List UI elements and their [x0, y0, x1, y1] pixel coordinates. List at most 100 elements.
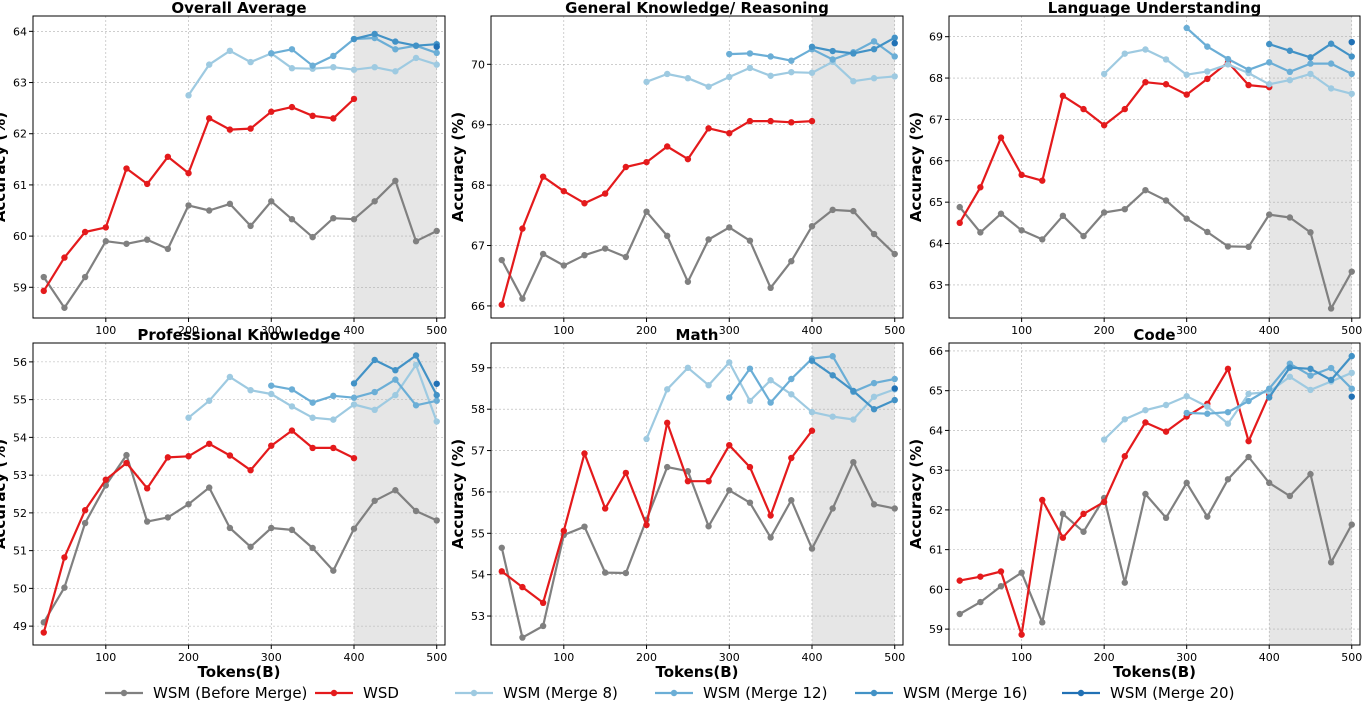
panel-code-series-wsm-before-merge-point [956, 610, 963, 618]
panel-general-knowledge-reasoning-ytick-label: 69 [471, 119, 485, 132]
panel-language-understanding-ytick-label: 67 [929, 113, 943, 126]
panel-professional-knowledge-ylabel: Accuracy (%) [0, 439, 9, 549]
panel-professional-knowledge-series-wsm-merge-8-point [288, 403, 296, 410]
panel-professional-knowledge-series-wsm-merge-12-point [392, 376, 399, 383]
panel-overall-average-xtick-label: 300 [261, 324, 282, 337]
panel-general-knowledge-reasoning-series-wsm-merge-8-point [870, 75, 878, 82]
panel-overall-average-series-wsm-merge-8-point [226, 47, 234, 55]
panel-math-frame [490, 342, 904, 646]
panel-math-series-wsm-before-merge-line [500, 461, 895, 639]
panel-general-knowledge-reasoning-series-wsm-merge-8-point [746, 64, 754, 72]
panel-overall-average-frame [32, 15, 446, 319]
panel-language-understanding-series-wsd-point [1080, 105, 1087, 113]
panel-language-understanding-series-wsm-before-merge-point [1059, 212, 1067, 220]
panel-language-understanding-series-wsm-before-merge-point [1307, 229, 1314, 236]
panel-general-knowledge-reasoning-series-wsm-before-merge-point [519, 295, 526, 302]
panel-math-title: Math [676, 326, 719, 344]
panel-overall-average-xtick-label: 500 [426, 324, 447, 337]
panel-overall-average-series-wsm-before-merge-point [350, 216, 358, 223]
panel-code-series-wsm-merge-8-point [1224, 420, 1232, 427]
panel-math-series-wsd-point [788, 454, 795, 462]
panel-general-knowledge-reasoning-series-wsm-before-merge-point [808, 222, 816, 230]
panel-code-series-wsm-merge-8-point [1245, 390, 1252, 398]
panel-math-series-wsd-point [684, 477, 692, 485]
panel-math-series-wsm-before-merge-point [705, 523, 712, 530]
panel-overall-average-series-wsm-merge-8-point [206, 61, 213, 68]
panel-general-knowledge-reasoning-series-wsm-merge-8-point [684, 75, 692, 82]
panel-professional-knowledge-ytick-label: 52 [13, 507, 27, 520]
panel-general-knowledge-reasoning-series-wsm-merge-12-point [870, 38, 878, 45]
panel-general-knowledge-reasoning-xtick-label: 400 [801, 324, 822, 337]
panel-overall-average-series-wsm-merge-12-point [309, 62, 316, 69]
panel-general-knowledge-reasoning-shaded-region [811, 16, 895, 318]
panel-language-understanding-xtick-label: 100 [1011, 324, 1032, 337]
panel-general-knowledge-reasoning-series-wsm-before-merge-point [850, 207, 857, 215]
panel-general-knowledge-reasoning-series-wsd-point [539, 173, 547, 180]
panel-math-series-wsm-before-merge-point [726, 487, 733, 494]
panel-general-knowledge-reasoning-series-wsm-merge-12-point [891, 53, 898, 60]
panel-language-understanding-series-wsd-point [1245, 81, 1252, 89]
panel-general-knowledge-reasoning-title: General Knowledge/ Reasoning [565, 0, 829, 17]
panel-overall-average-series-wsm-merge-8-point [185, 92, 192, 99]
panel-math-series-wsm-merge-8-point [767, 377, 774, 384]
panel-overall-average-series-wsd-point [40, 287, 47, 295]
panel-overall-average-series-wsm-before-merge-point [268, 198, 275, 205]
panel-general-knowledge-reasoning-series-wsd-point [560, 187, 568, 195]
panel-math-series-wsm-merge-16-point [850, 387, 857, 395]
panel-general-knowledge-reasoning-series-wsm-before-merge-point [643, 208, 650, 215]
panel-general-knowledge-reasoning-ytick-label: 67 [471, 240, 485, 253]
panel-math-series-wsm-merge-16-point [829, 372, 836, 379]
panel-general-knowledge-reasoning-series-wsd-point [767, 117, 774, 125]
panel-language-understanding-frame [948, 15, 1361, 319]
panel-math-series-wsm-merge-12-point [746, 365, 754, 372]
panel-language-understanding-series-wsm-before-merge-point [1286, 214, 1294, 221]
panel-general-knowledge-reasoning-series-wsm-merge-8-point [891, 73, 898, 80]
legend: WSM (Before Merge) WSD WSM (Merge 8) WSM (M… [105, 684, 1234, 702]
panel-general-knowledge-reasoning-series-wsm-merge-12-point [788, 57, 795, 64]
panel-language-understanding-series-wsd-point [1162, 81, 1170, 88]
panel-professional-knowledge-series-wsm-merge-8-point [433, 418, 440, 425]
panel-language-understanding-series-wsm-before-merge-point [1224, 243, 1232, 250]
panel-overall-average-series-wsm-merge-16-point [371, 30, 378, 38]
panel-language-understanding-series-wsm-merge-16-point [1286, 47, 1294, 54]
panel-professional-knowledge-xtick-label: 200 [178, 651, 199, 664]
panel-code-series-wsm-before-merge-point [1307, 470, 1314, 478]
panel-math-series-wsm-merge-8-point [746, 397, 754, 405]
panel-math-series-wsm-merge-12-point [891, 375, 898, 383]
panel-language-understanding-series-wsm-merge-12-point [1307, 60, 1314, 67]
panel-math-series-wsm-merge-8-point [808, 408, 816, 416]
panel-general-knowledge-reasoning-ytick-label: 68 [471, 179, 485, 192]
panel-code-ytick-label: 63 [929, 464, 943, 477]
panel-overall-average-series-wsd-point [268, 108, 275, 115]
panel-professional-knowledge-series-wsm-merge-12-point [309, 399, 316, 406]
panel-code-title: Code [1133, 326, 1175, 344]
panel-math-series-wsd-point [767, 512, 774, 519]
panel-overall-average-ytick-label: 62 [13, 128, 27, 141]
panel-overall-average-series-wsd-point [61, 254, 68, 261]
panel-code-xtick-label: 500 [1341, 651, 1362, 664]
panel-professional-knowledge-xtick-label: 500 [426, 651, 447, 664]
panel-professional-knowledge-title: Professional Knowledge [137, 326, 340, 344]
panel-general-knowledge-reasoning-series-wsm-merge-16-point [808, 43, 816, 51]
panel-language-understanding-series-wsd-point [1100, 122, 1108, 129]
panel-overall-average-series-wsd-point [309, 112, 316, 120]
panel-professional-knowledge-series-wsd-point [61, 554, 68, 561]
panel-math-series-wsm-merge-8-point [643, 435, 650, 443]
panel-language-understanding-series-wsm-before-merge-point [1100, 209, 1108, 216]
panel-general-knowledge-reasoning-series-wsd-point [664, 143, 671, 150]
panel-code-series-wsd-line [959, 367, 1271, 636]
panel-overall-average-series-wsm-merge-12-point [392, 46, 399, 53]
panel-overall-average-series-wsd-point [288, 103, 296, 111]
panel-code-series-wsm-merge-12-point [1224, 408, 1232, 416]
panel-code-series-wsm-merge-8-point [1348, 369, 1355, 377]
panel-professional-knowledge-series-wsd-point [247, 467, 254, 474]
panel-general-knowledge-reasoning-series-wsm-merge-12-point [829, 56, 836, 63]
panel-overall-average-ytick-label: 60 [13, 230, 27, 243]
panel-general-knowledge-reasoning-series-wsm-merge-16-point [870, 46, 878, 53]
panel-code-series-wsm-merge-8-point [1121, 416, 1128, 423]
panel-general-knowledge-reasoning-series-wsm-before-merge-point [788, 258, 795, 265]
panel-code-series-wsd-point [1039, 496, 1046, 504]
panel-general-knowledge-reasoning-ylabel: Accuracy (%) [449, 112, 467, 222]
panel-language-understanding-series-wsd-point [1142, 78, 1149, 86]
panel-math-series-wsm-merge-12-point [788, 375, 795, 383]
